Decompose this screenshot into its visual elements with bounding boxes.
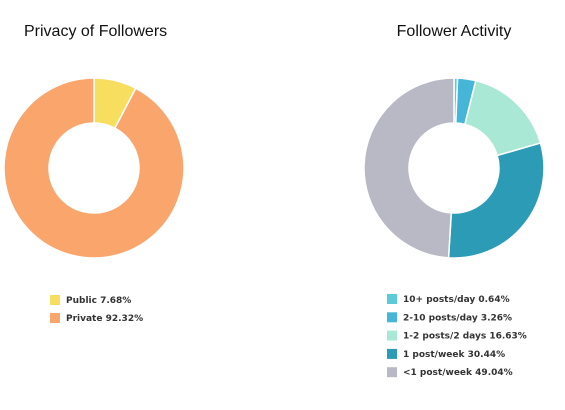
donut-slice (363, 77, 455, 259)
legend-swatch (50, 313, 60, 323)
donut-slice (3, 77, 185, 259)
legend-entry: 2-10 posts/day 3.26% (403, 313, 512, 323)
legend-label: 1-2 posts/2 days (403, 331, 486, 341)
legend-value: 49.04% (475, 368, 513, 378)
legend-label: 10+ posts/day (403, 295, 475, 305)
legend-entry: 1-2 posts/2 days 16.63% (403, 331, 527, 341)
donut-slice (447, 142, 545, 259)
legend-entry: <1 post/week 49.04% (403, 368, 513, 378)
legend-value: 16.63% (489, 331, 527, 341)
legend-label: 1 post/week (403, 349, 465, 359)
legend-value: 30.44% (468, 349, 506, 359)
legend-swatch (387, 367, 397, 378)
chart-title: Privacy of Followers (24, 23, 167, 40)
legend-value: 0.64% (478, 295, 509, 305)
legend-entry: Public 7.68% (66, 296, 131, 306)
chart-title: Follower Activity (397, 23, 512, 40)
legend-swatch (387, 330, 397, 341)
legend-swatch (387, 294, 397, 304)
legend-label: Private (66, 314, 102, 324)
legend-label: Public (66, 296, 97, 306)
donut-slice (464, 79, 542, 157)
legend-entry: 10+ posts/day 0.64% (403, 295, 510, 305)
legend-entry: 1 post/week 30.44% (403, 349, 505, 359)
legend-swatch (387, 312, 397, 323)
legend-swatch (50, 295, 60, 305)
legend-swatch (387, 348, 397, 359)
legend-value: 3.26% (481, 313, 512, 323)
legend-value: 92.32% (106, 314, 144, 324)
legend-label: 2-10 posts/day (403, 313, 478, 323)
legend-value: 7.68% (100, 296, 131, 306)
legend-label: <1 post/week (403, 368, 473, 378)
legend-entry: Private 92.32% (66, 314, 143, 324)
